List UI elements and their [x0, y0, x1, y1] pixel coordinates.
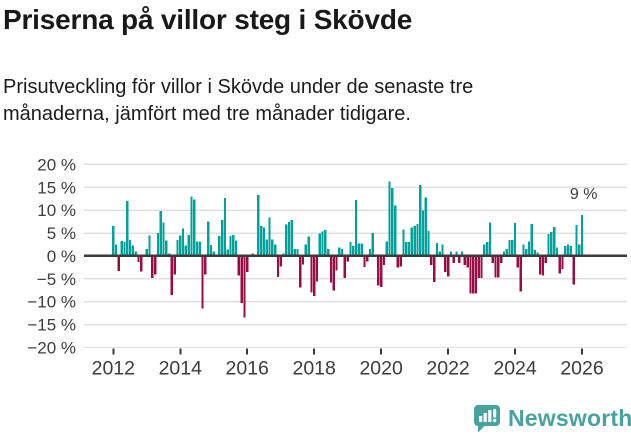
svg-text:2018: 2018 [292, 358, 335, 380]
logo-bar-3 [488, 410, 492, 422]
svg-text:2020: 2020 [359, 358, 403, 380]
svg-text:−5 %: −5 % [37, 270, 76, 289]
page-subtitle: Prisutveckling för villor i Skövde under… [3, 76, 474, 125]
newsworthy-speech-bubble-chart-icon [474, 405, 500, 433]
svg-text:2026: 2026 [560, 358, 603, 380]
svg-text:20 %: 20 % [37, 155, 76, 174]
page-title: Priserna på villor steg i Skövde [3, 4, 413, 35]
logo-bar-1 [479, 416, 483, 422]
y-axis-labels: 20 % 15 % 10 % 5 % 0 % −5 % −10 % −15 % −20 % [27, 155, 76, 357]
annotation-label: 9 % [570, 186, 598, 203]
svg-text:2024: 2024 [493, 358, 537, 380]
x-axis-ticks [112, 348, 584, 355]
svg-text:2016: 2016 [226, 358, 269, 380]
svg-text:2022: 2022 [426, 358, 469, 380]
svg-text:15 %: 15 % [37, 178, 76, 197]
brand-name: Newsworthy [508, 405, 631, 431]
logo-exclamation-dot [493, 418, 497, 423]
logo-exclamation-stem [493, 409, 497, 418]
svg-text:5 %: 5 % [47, 224, 76, 243]
chart-bars [112, 181, 584, 318]
svg-text:−15 %: −15 % [27, 316, 76, 335]
x-axis-labels: 2012 2014 2016 2018 2020 2022 2024 2026 [92, 358, 604, 380]
svg-text:−20 %: −20 % [27, 339, 76, 358]
svg-text:10 %: 10 % [37, 201, 76, 220]
logo-bar-2 [483, 413, 487, 422]
svg-text:2012: 2012 [92, 358, 135, 380]
svg-text:9 %: 9 % [570, 186, 598, 203]
svg-text:0 %: 0 % [47, 247, 76, 266]
newsworthy-logo: Newsworthy [474, 404, 631, 433]
svg-text:−10 %: −10 % [27, 293, 76, 312]
svg-text:2014: 2014 [159, 358, 203, 380]
